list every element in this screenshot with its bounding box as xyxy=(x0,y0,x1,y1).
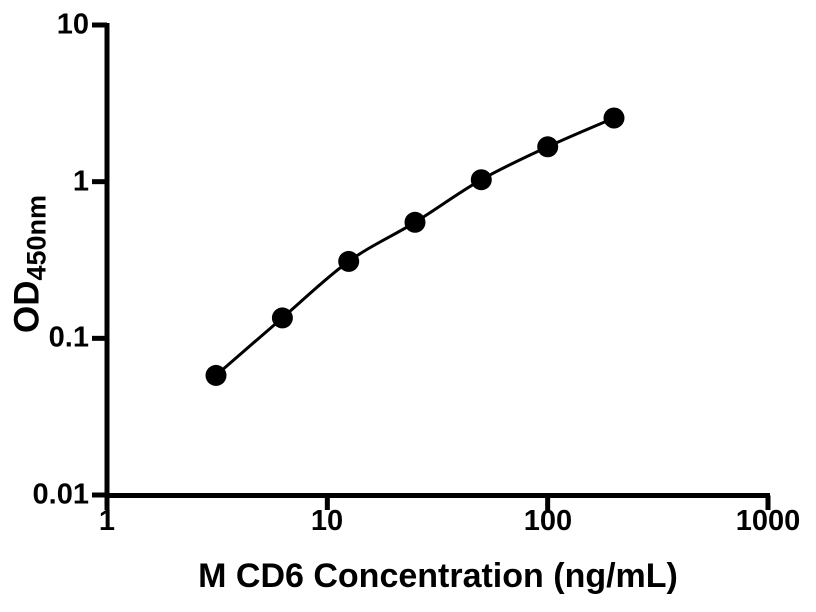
y-axis-tick-label-0-1: 0.1 xyxy=(48,321,89,354)
data-point-marker xyxy=(537,136,559,158)
x-axis-tick-label-1: 1 xyxy=(98,505,116,537)
x-axis-tick-label-100: 100 xyxy=(523,505,573,537)
data-point-marker xyxy=(205,364,227,386)
y-axis-title-subscript: 450nm xyxy=(21,194,52,281)
y-axis-tick-label-1: 1 xyxy=(72,165,89,198)
y-axis-title-main: OD xyxy=(7,280,47,334)
data-point-marker xyxy=(603,107,625,129)
data-point-marker xyxy=(338,250,360,272)
y-axis-tick-label-10: 10 xyxy=(56,8,89,41)
y-axis-title: OD450nm xyxy=(7,194,52,334)
x-axis-tick-label-10: 10 xyxy=(310,505,344,537)
data-point-marker xyxy=(271,307,293,329)
y-axis-tick-label-0-01: 0.01 xyxy=(32,478,89,511)
data-point-marker xyxy=(404,211,426,233)
data-point-marker xyxy=(470,169,492,191)
x-axis-title: M CD6 Concentration (ng/mL) xyxy=(198,557,678,595)
standard-curve-line xyxy=(215,116,615,377)
x-axis-tick-label-1000: 1000 xyxy=(735,505,801,537)
